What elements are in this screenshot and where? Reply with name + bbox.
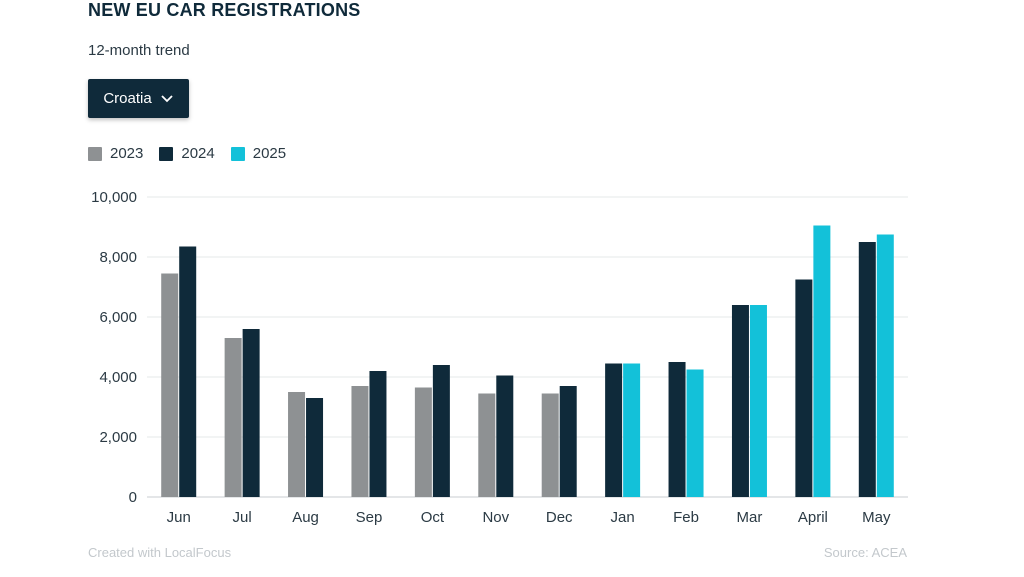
legend-item-2025[interactable]: 2025 xyxy=(230,145,287,162)
legend-label-2025: 2025 xyxy=(252,145,287,162)
x-tick-label: Dec xyxy=(546,509,573,526)
y-tick-label: 0 xyxy=(129,489,137,506)
x-tick-label: Feb xyxy=(673,509,699,526)
bar-2025-mar[interactable] xyxy=(749,305,767,497)
bar-2024-jul[interactable] xyxy=(242,329,260,497)
bar-2025-feb[interactable] xyxy=(686,369,704,498)
bar-2023-nov[interactable] xyxy=(478,393,496,498)
x-tick-label: Jun xyxy=(167,509,191,526)
x-tick-label: Nov xyxy=(482,509,509,526)
bar-2024-jan[interactable] xyxy=(605,363,623,498)
bars xyxy=(161,225,894,498)
bar-2023-aug[interactable] xyxy=(288,392,306,497)
bar-2023-jun[interactable] xyxy=(161,273,179,498)
legend-label-2024: 2024 xyxy=(181,145,215,162)
legend-item-2023[interactable]: 2023 xyxy=(88,145,143,162)
bar-2024-feb[interactable] xyxy=(668,362,686,497)
x-tick-label: Oct xyxy=(421,509,445,526)
legend: 2023 2024 2025 xyxy=(88,145,286,162)
bar-2023-oct[interactable] xyxy=(414,387,432,498)
legend-swatch-2023 xyxy=(88,146,102,161)
bar-2024-oct[interactable] xyxy=(432,365,450,497)
footer-credit: Created with LocalFocus xyxy=(88,545,232,560)
bar-2023-sep[interactable] xyxy=(351,386,369,497)
legend-label-2023: 2023 xyxy=(110,145,144,162)
bar-2025-jan[interactable] xyxy=(623,363,641,498)
chevron-down-icon xyxy=(161,94,173,102)
bar-2024-jun[interactable] xyxy=(179,246,197,498)
bar-2024-aug[interactable] xyxy=(306,398,324,497)
x-tick-label: Jul xyxy=(233,509,252,526)
bar-2023-jul[interactable] xyxy=(224,338,242,497)
chart-subtitle: 12-month trend xyxy=(88,42,190,59)
bar-2025-may[interactable] xyxy=(876,234,894,498)
y-tick-label: 4,000 xyxy=(99,369,137,386)
y-tick-label: 2,000 xyxy=(99,429,137,446)
bar-2024-may[interactable] xyxy=(858,242,876,497)
gridlines xyxy=(147,196,908,498)
legend-swatch-2025 xyxy=(230,146,245,161)
bar-2024-dec[interactable] xyxy=(559,386,577,497)
x-tick-label: Aug xyxy=(292,509,319,526)
bar-2024-mar[interactable] xyxy=(731,305,749,497)
x-tick-label: Jan xyxy=(611,509,635,526)
y-tick-label: 6,000 xyxy=(99,309,137,326)
x-tick-label: Mar xyxy=(737,509,763,526)
country-dropdown-label: Croatia xyxy=(103,90,152,107)
legend-item-2024[interactable]: 2024 xyxy=(159,145,215,162)
x-tick-label: Sep xyxy=(356,509,383,526)
chart-title: NEW EU CAR REGISTRATIONS xyxy=(88,0,361,20)
footer-source: Source: ACEA xyxy=(823,545,907,560)
bar-2024-sep[interactable] xyxy=(369,371,387,497)
x-tick-label: May xyxy=(862,509,891,526)
bar-2025-april[interactable] xyxy=(813,225,831,498)
x-tick-label: April xyxy=(798,509,828,526)
bar-2024-april[interactable] xyxy=(795,279,813,498)
country-dropdown[interactable]: Croatia xyxy=(88,79,189,118)
bar-2023-dec[interactable] xyxy=(541,393,559,498)
legend-swatch-2024 xyxy=(159,146,174,161)
y-axis: 0 2,000 4,000 6,000 8,000 10,000 xyxy=(91,189,137,506)
y-tick-label: 10,000 xyxy=(91,189,137,206)
bar-2024-nov[interactable] xyxy=(496,375,514,498)
x-axis: Jun Jul Aug Sep Oct Nov Dec Jan Feb Mar April May xyxy=(167,509,891,526)
y-tick-label: 8,000 xyxy=(99,249,137,266)
